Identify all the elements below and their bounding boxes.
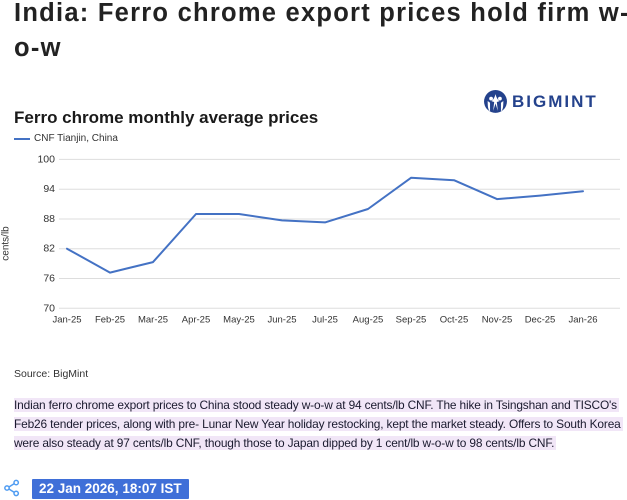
- svg-text:100: 100: [37, 153, 55, 165]
- svg-text:Dec-25: Dec-25: [525, 314, 556, 325]
- svg-text:Apr-25: Apr-25: [182, 314, 211, 325]
- svg-text:88: 88: [43, 213, 55, 225]
- svg-text:Oct-25: Oct-25: [440, 314, 469, 325]
- svg-text:82: 82: [43, 243, 55, 255]
- svg-text:70: 70: [43, 302, 55, 314]
- svg-text:94: 94: [43, 183, 55, 195]
- svg-text:Jan-26: Jan-26: [568, 314, 597, 325]
- svg-text:Sep-25: Sep-25: [396, 314, 427, 325]
- svg-text:76: 76: [43, 273, 55, 285]
- svg-text:Jun-25: Jun-25: [267, 314, 296, 325]
- svg-text:Nov-25: Nov-25: [482, 314, 513, 325]
- svg-text:Feb-25: Feb-25: [95, 314, 125, 325]
- svg-text:Mar-25: Mar-25: [138, 314, 168, 325]
- svg-text:Aug-25: Aug-25: [353, 314, 384, 325]
- svg-text:May-25: May-25: [223, 314, 255, 325]
- svg-text:Jul-25: Jul-25: [312, 314, 338, 325]
- svg-text:Jan-25: Jan-25: [52, 314, 81, 325]
